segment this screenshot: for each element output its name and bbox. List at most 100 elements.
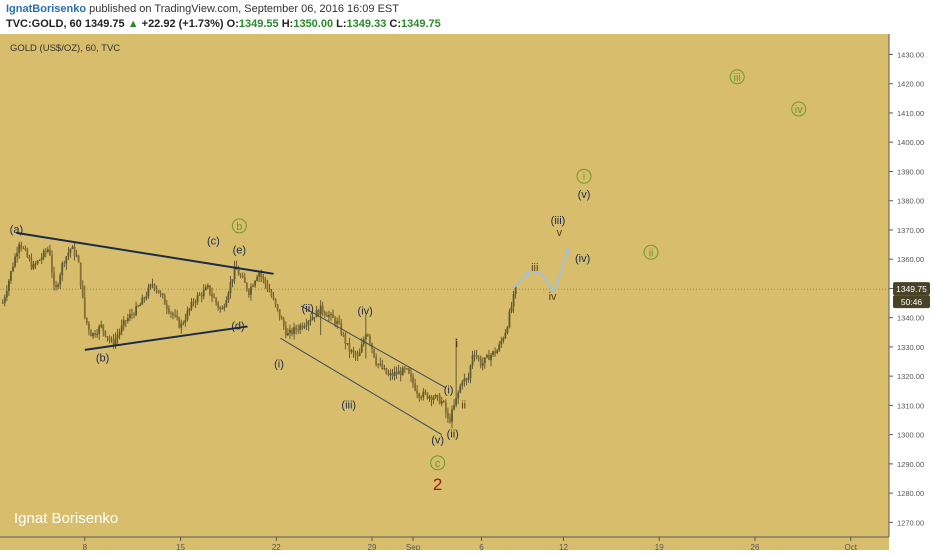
candle-body (116, 334, 119, 339)
candle-body (358, 352, 361, 357)
wave-label: v (557, 227, 563, 239)
author-link[interactable]: IgnatBorisenko (6, 3, 87, 15)
candle-body (295, 327, 298, 330)
wave-label: (d) (231, 320, 244, 332)
candle-body (94, 333, 96, 336)
price-tick-label: 1400.00 (897, 138, 924, 147)
candle-body (159, 293, 162, 295)
candle-body (168, 308, 170, 313)
candle-body (346, 343, 349, 344)
candle-body (32, 264, 35, 269)
time-axis[interactable]: 8 15 22 29 Sep 6 12 19 26 Oct (83, 537, 858, 552)
chart-area[interactable]: 1270.00 1280.00 1290.00 1300.00 1310.00 1320.… (0, 34, 932, 552)
candle-body (18, 244, 21, 253)
candle-body (77, 255, 80, 263)
candle-body (305, 325, 308, 327)
wave-label: (ii) (302, 303, 314, 315)
candle-body (467, 377, 470, 380)
candle-body (494, 351, 497, 354)
wave-label: iii (531, 262, 538, 274)
candle-body (440, 401, 443, 404)
candle-body (42, 250, 45, 258)
candle-body (231, 279, 234, 283)
wave-label: (iv) (358, 306, 373, 318)
countdown-tag-text: 50:46 (901, 297, 923, 307)
candle-body (463, 378, 466, 382)
last-price-tag-text: 1349.75 (896, 284, 927, 294)
price-chart[interactable]: 1270.00 1280.00 1290.00 1300.00 1310.00 1320.… (0, 34, 932, 552)
candle-body (506, 327, 509, 333)
price-tick-label: 1380.00 (897, 197, 924, 206)
candle-body (182, 322, 185, 324)
wave-label: c (435, 458, 441, 470)
symbol-label[interactable]: TVC:GOLD, 60 (6, 18, 82, 30)
price-tick-label: 1330.00 (897, 343, 924, 352)
candle-body (88, 323, 90, 331)
candle-body (430, 396, 433, 401)
candle-body (63, 262, 66, 264)
candle-body (264, 278, 267, 284)
candle-body (455, 398, 458, 406)
time-tick-label: 26 (751, 543, 760, 550)
candle-body (180, 323, 183, 328)
candle-body (188, 308, 191, 312)
candle-body (143, 297, 146, 299)
candle-body (3, 297, 6, 304)
candle-body (319, 305, 322, 315)
candle-body (317, 310, 320, 315)
wave-label: (e) (233, 244, 246, 256)
candle-body (342, 334, 345, 336)
time-tick-label: 19 (655, 543, 664, 550)
candle-body (496, 350, 499, 354)
candle-body (139, 304, 142, 307)
candle-body (83, 297, 86, 318)
candle-body (481, 363, 484, 366)
candle-body (55, 284, 57, 288)
candle-body (137, 305, 140, 307)
candle-body (301, 325, 304, 328)
candle-body (225, 300, 228, 307)
candle-body (332, 314, 334, 318)
candle-body (243, 277, 246, 283)
candle-body (114, 338, 117, 345)
candle-body (200, 294, 203, 297)
candle-body (457, 392, 460, 399)
candle-body (149, 284, 152, 288)
candle-body (436, 395, 439, 396)
candle-body (504, 332, 507, 339)
candle-body (104, 330, 107, 337)
candle-body (36, 260, 39, 264)
candle-body (221, 308, 224, 310)
candle-body (248, 289, 250, 295)
candle-body (286, 333, 289, 336)
price-axis[interactable]: 1270.00 1280.00 1290.00 1300.00 1310.00 1320.… (889, 50, 924, 527)
projection-layer[interactable] (512, 247, 570, 292)
wave-labels-layer[interactable]: (a)(b)(c)b(e)(d)(i)(ii) (iv)(iii)(i)(ii)(… (10, 69, 807, 494)
candle-body (34, 263, 37, 265)
candle-body (401, 367, 404, 376)
candle-body (237, 269, 240, 276)
wave-label: iv (549, 291, 557, 303)
price-tick-label: 1280.00 (897, 489, 924, 498)
candle-body (321, 305, 324, 313)
high-label: H: (281, 18, 294, 30)
candle-body (22, 247, 25, 249)
candle-body (202, 290, 205, 297)
candle-body (412, 376, 414, 384)
candle-body (414, 383, 416, 391)
candle-body (428, 396, 431, 399)
last-price: 1349.75 (84, 18, 125, 30)
candle-body (239, 275, 242, 277)
candle-body (46, 249, 49, 252)
candle-body (245, 282, 248, 290)
candle-body (442, 401, 445, 402)
candle-body (217, 302, 220, 308)
trendlines-layer[interactable] (16, 231, 447, 436)
candle-body (108, 337, 111, 341)
price-tick-label: 1420.00 (897, 80, 924, 89)
triangle-trendline (16, 231, 274, 275)
candle-body (334, 317, 336, 324)
projection-arrowhead (564, 247, 570, 254)
wave-label-circle (430, 455, 446, 471)
price-tick-label: 1370.00 (897, 226, 924, 235)
